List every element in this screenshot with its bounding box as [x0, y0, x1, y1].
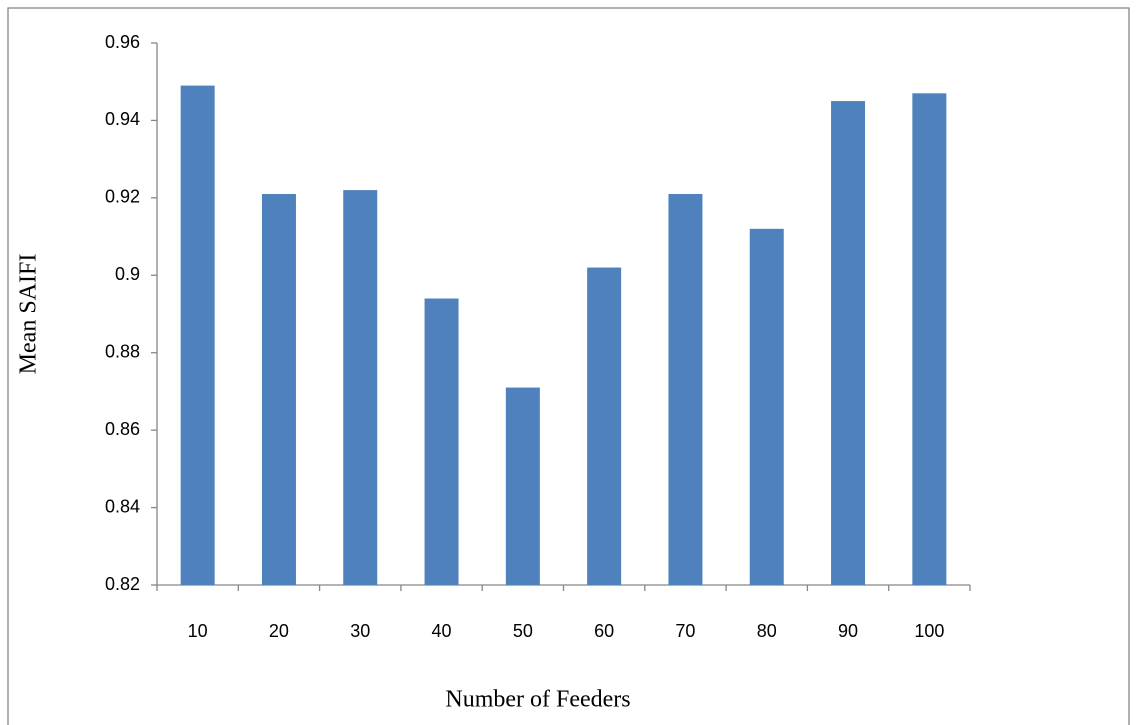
- bar: [587, 267, 622, 585]
- y-tick-label: 0.96: [105, 32, 140, 52]
- bar: [668, 193, 703, 585]
- bar: [261, 193, 296, 585]
- bar: [831, 101, 866, 586]
- y-tick-label: 0.88: [105, 341, 140, 361]
- bar: [343, 190, 378, 585]
- x-tick-label: 10: [188, 621, 208, 641]
- x-tick-label: 60: [594, 621, 614, 641]
- x-tick-label: 70: [675, 621, 695, 641]
- x-tick-label: 50: [513, 621, 533, 641]
- x-tick-label: 40: [432, 621, 452, 641]
- x-tick-label: 20: [269, 621, 289, 641]
- y-tick-label: 0.92: [105, 187, 140, 207]
- y-tick-label: 0.94: [105, 109, 140, 129]
- x-axis-label: Number of Feeders: [445, 687, 630, 713]
- bar: [424, 298, 459, 585]
- y-axis-label: Mean SAIFI: [16, 254, 42, 375]
- bar: [180, 85, 215, 585]
- y-tick-label: 0.86: [105, 419, 140, 439]
- x-tick-label: 100: [914, 621, 944, 641]
- chart-frame: [7, 7, 1130, 725]
- x-tick-label: 80: [757, 621, 777, 641]
- y-tick-label: 0.84: [105, 496, 140, 516]
- bar: [749, 228, 784, 586]
- x-tick-label: 90: [838, 621, 858, 641]
- bar: [912, 93, 947, 585]
- y-tick-label: 0.9: [115, 264, 140, 284]
- y-tick-label: 0.82: [105, 574, 140, 594]
- bar: [505, 387, 540, 585]
- x-tick-label: 30: [350, 621, 370, 641]
